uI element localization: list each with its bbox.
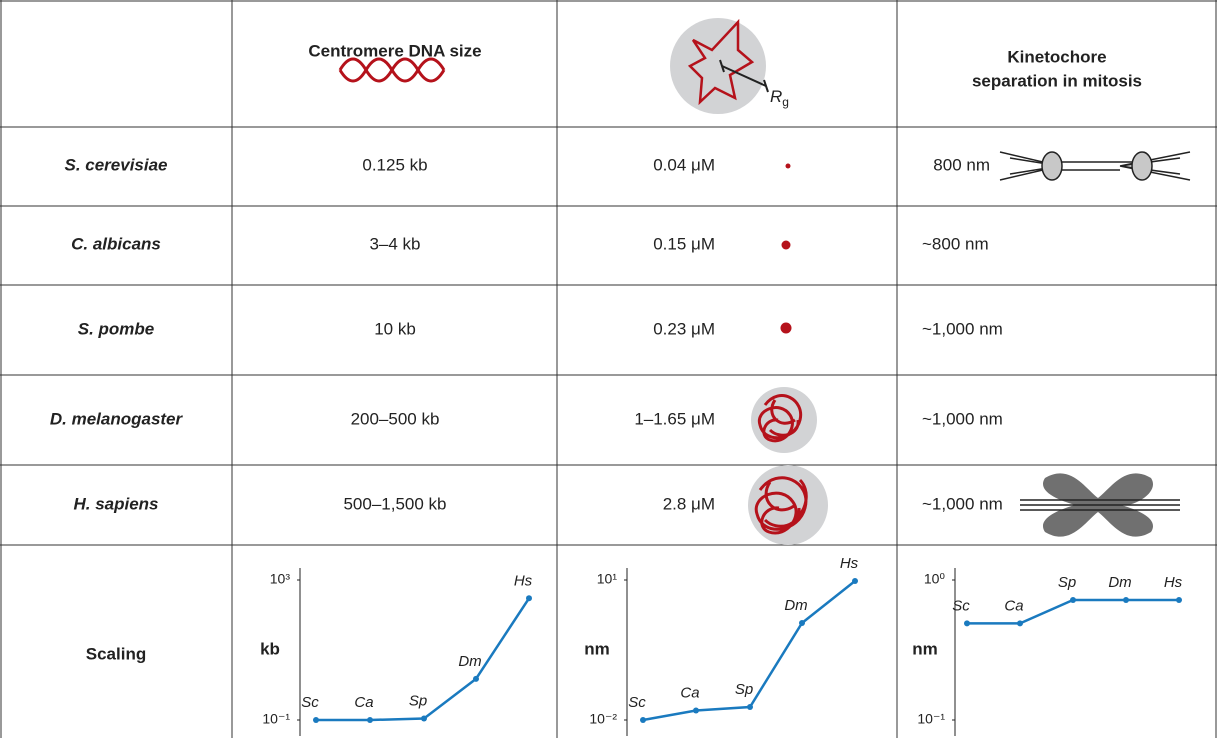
radius-label: Rg <box>770 87 789 109</box>
data-point <box>1123 596 1129 603</box>
data-point <box>693 707 699 714</box>
series-line <box>967 598 1179 625</box>
species-name: S. cerevisiae <box>64 155 167 174</box>
data-point <box>747 703 753 710</box>
species-name: H. sapiens <box>73 494 158 513</box>
separation: ~1,000 nm <box>922 319 1003 338</box>
point-label: Sp <box>1058 574 1076 591</box>
data-point <box>799 619 805 626</box>
data-point <box>1070 596 1076 603</box>
y-axis-label: nm <box>912 639 938 658</box>
dna-helix-icon <box>338 57 446 83</box>
column-header: separation in mitosis <box>972 71 1142 90</box>
species-name: S. pombe <box>78 319 155 338</box>
species-name: C. albicans <box>71 234 161 253</box>
point-label: Hs <box>514 572 533 589</box>
point-label: Ca <box>680 684 699 701</box>
data-point <box>526 595 532 602</box>
dna-size: 3–4 kb <box>369 234 420 253</box>
radius-symbol: R <box>770 87 782 106</box>
point-label: Sp <box>409 693 427 710</box>
species-name: D. melanogaster <box>50 409 184 428</box>
data-point <box>313 717 319 723</box>
dna-size: 200–500 kb <box>351 409 440 428</box>
point-label: Hs <box>1164 574 1183 591</box>
separation: ~1,000 nm <box>922 494 1003 513</box>
kinetochore-icons <box>999 151 1191 537</box>
point-label: Dm <box>458 653 481 670</box>
data-point <box>1176 596 1182 603</box>
y-axis-label: kb <box>260 639 280 658</box>
y-tick-label: 10⁻¹ <box>917 711 945 727</box>
data-point <box>964 620 970 627</box>
series-line <box>642 580 856 722</box>
separation: ~1,000 nm <box>922 409 1003 428</box>
dna-size: 0.125 kb <box>362 155 427 174</box>
data-point <box>1017 620 1023 627</box>
concentration: 2.8 μM <box>663 494 715 513</box>
concentration: 0.15 μM <box>653 234 715 253</box>
concentration: 1–1.65 μM <box>634 409 715 428</box>
separation: 800 nm <box>933 155 990 174</box>
separation: ~800 nm <box>922 234 989 253</box>
y-axis-label: nm <box>584 639 610 658</box>
radius-of-gyration-icon: Rg <box>670 18 789 114</box>
data-point <box>421 715 427 722</box>
point-label: Sp <box>735 681 753 698</box>
data-point <box>367 717 373 723</box>
point-label: Sc <box>301 694 319 711</box>
point-label: Ca <box>354 694 373 711</box>
y-tick-label: 10⁻¹ <box>262 711 290 727</box>
point-label: Ca <box>1004 597 1023 614</box>
point-label: Dm <box>1108 574 1131 591</box>
y-tick-label: 10⁻² <box>589 711 617 727</box>
y-tick-label: 10⁰ <box>924 571 946 587</box>
concentration-icons <box>748 163 828 545</box>
y-tick-label: 10³ <box>270 571 291 587</box>
data-point <box>852 578 858 585</box>
concentration: 0.04 μM <box>653 155 715 174</box>
row-label: Scaling <box>86 644 146 663</box>
point-label: Dm <box>784 597 807 614</box>
concentration: 0.23 μM <box>653 319 715 338</box>
point-label: Sc <box>628 694 646 711</box>
point-label: Hs <box>840 555 859 572</box>
dna-size: 500–1,500 kb <box>343 494 446 513</box>
dna-size: 10 kb <box>374 319 416 338</box>
y-tick-label: 10¹ <box>597 571 618 587</box>
column-header: Centromere DNA size <box>308 41 481 60</box>
point-label: Sc <box>952 597 970 614</box>
radius-subscript: g <box>782 95 789 109</box>
column-header: Kinetochore <box>1007 47 1106 66</box>
data-point <box>640 717 646 723</box>
data-point <box>473 675 479 682</box>
